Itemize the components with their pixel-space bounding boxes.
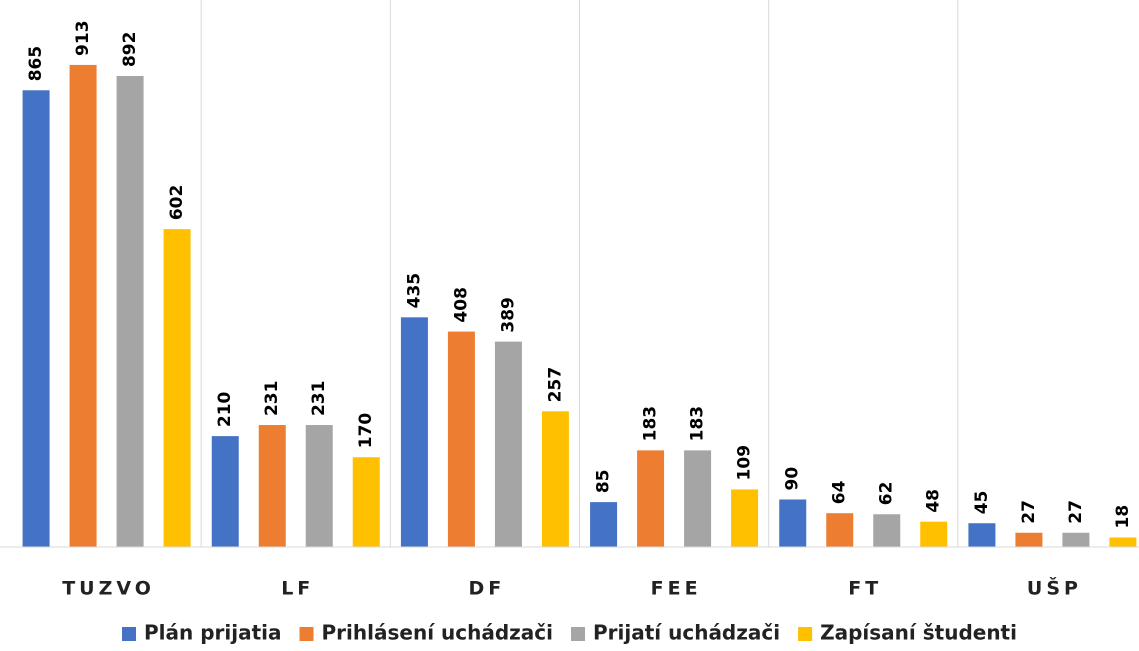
bar (352, 457, 380, 547)
data-label: 892 (120, 32, 140, 68)
data-label: 64 (830, 480, 850, 504)
x-tick-label: UŠP (1027, 576, 1082, 600)
bar (22, 90, 50, 547)
x-tick-label: FEE (651, 578, 702, 600)
x-tick-label: LF (281, 578, 314, 600)
bar (447, 331, 475, 547)
data-label: 231 (309, 381, 329, 417)
legend-swatch (571, 627, 586, 641)
bar (637, 450, 665, 547)
bar (305, 425, 333, 547)
data-label: 48 (924, 489, 944, 513)
legend-label: Prihlásení uchádzači (322, 621, 553, 645)
bar (826, 513, 854, 547)
data-label: 62 (877, 482, 897, 506)
bar (873, 514, 901, 547)
bar (731, 489, 759, 547)
bar (494, 341, 522, 547)
x-tick-label: FT (848, 578, 882, 600)
legend-swatch (299, 627, 314, 641)
legend-label: Plán prijatia (144, 621, 282, 645)
data-label: 90 (783, 467, 803, 491)
data-label: 913 (73, 20, 93, 56)
legend-swatch (798, 627, 813, 641)
bar (590, 502, 618, 547)
data-label: 183 (688, 406, 708, 442)
data-label: 170 (356, 413, 376, 449)
data-label: 435 (404, 273, 424, 309)
x-tick-label: TUZVO (62, 578, 155, 600)
data-label: 18 (1113, 505, 1133, 529)
bar (163, 229, 191, 548)
bar (69, 64, 97, 547)
bar (1062, 532, 1090, 547)
bar (920, 521, 948, 547)
bar (116, 76, 144, 548)
data-label: 389 (498, 297, 518, 332)
bar (400, 317, 428, 547)
bar (258, 425, 286, 547)
legend-label: Zapísaní študenti (820, 621, 1017, 645)
legend-label: Prijatí uchádzači (593, 621, 780, 645)
bar (1015, 532, 1043, 547)
data-label: 602 (167, 185, 187, 221)
data-label: 183 (641, 406, 661, 442)
data-label: 257 (545, 367, 565, 403)
bar (779, 499, 807, 547)
data-label: 85 (594, 469, 614, 493)
data-label: 45 (972, 491, 992, 515)
x-tick-label: DF (469, 578, 506, 600)
bar (968, 523, 996, 547)
data-label: 408 (451, 287, 471, 323)
data-label: 27 (1066, 500, 1086, 524)
data-label: 865 (26, 46, 46, 81)
data-label: 210 (215, 391, 235, 427)
bar (1109, 537, 1137, 547)
bar (684, 450, 712, 547)
data-label: 231 (262, 381, 282, 417)
bar (211, 436, 239, 547)
data-label: 27 (1019, 500, 1039, 524)
legend-swatch (122, 627, 137, 641)
bar (541, 411, 569, 547)
data-label: 109 (735, 445, 755, 481)
